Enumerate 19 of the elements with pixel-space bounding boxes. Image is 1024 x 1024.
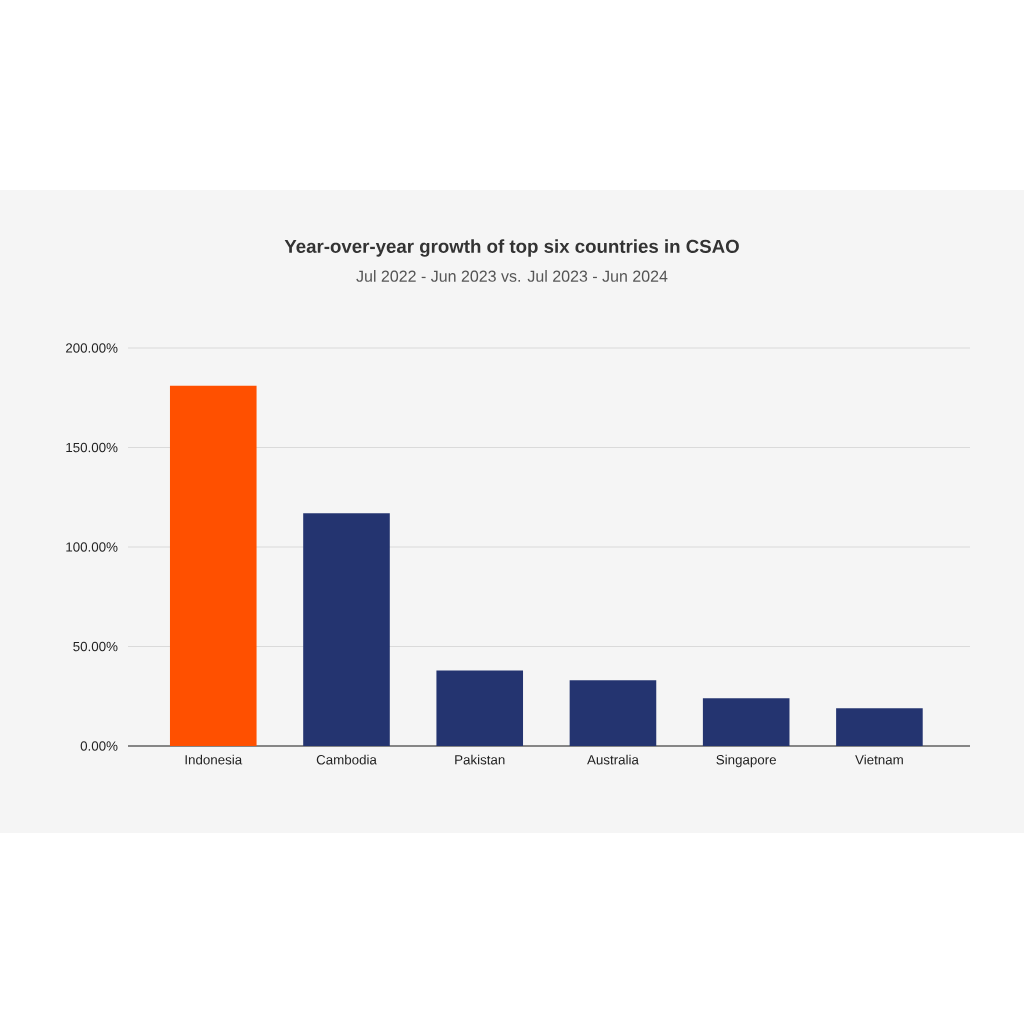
bar [303, 513, 390, 746]
x-tick-label: Australia [587, 754, 639, 765]
y-tick-label: 50.00% [73, 641, 118, 652]
chart-title: Year-over-year growth of top six countries in CSAO [284, 239, 739, 257]
bar [702, 698, 790, 746]
x-tick-label: Vietnam [855, 754, 903, 765]
x-tick-label: Cambodia [316, 754, 377, 765]
x-tick-label: Indonesia [185, 754, 243, 765]
chart-subtitle: Jul 2022 - Jun 2023 vs. Jul 2023 - Jun 2024 [356, 270, 668, 282]
bar [169, 385, 257, 746]
bar [569, 680, 657, 746]
x-tick-label: Singapore [716, 754, 776, 768]
x-tick-label: Pakistan [455, 754, 505, 765]
y-tick-label: 200.00% [65, 343, 118, 353]
y-tick-label: 0.00% [80, 741, 118, 751]
y-tick-label: 100.00% [66, 542, 118, 552]
bar [436, 670, 524, 746]
y-tick-label: 150.00% [66, 442, 118, 453]
bar [836, 708, 923, 746]
